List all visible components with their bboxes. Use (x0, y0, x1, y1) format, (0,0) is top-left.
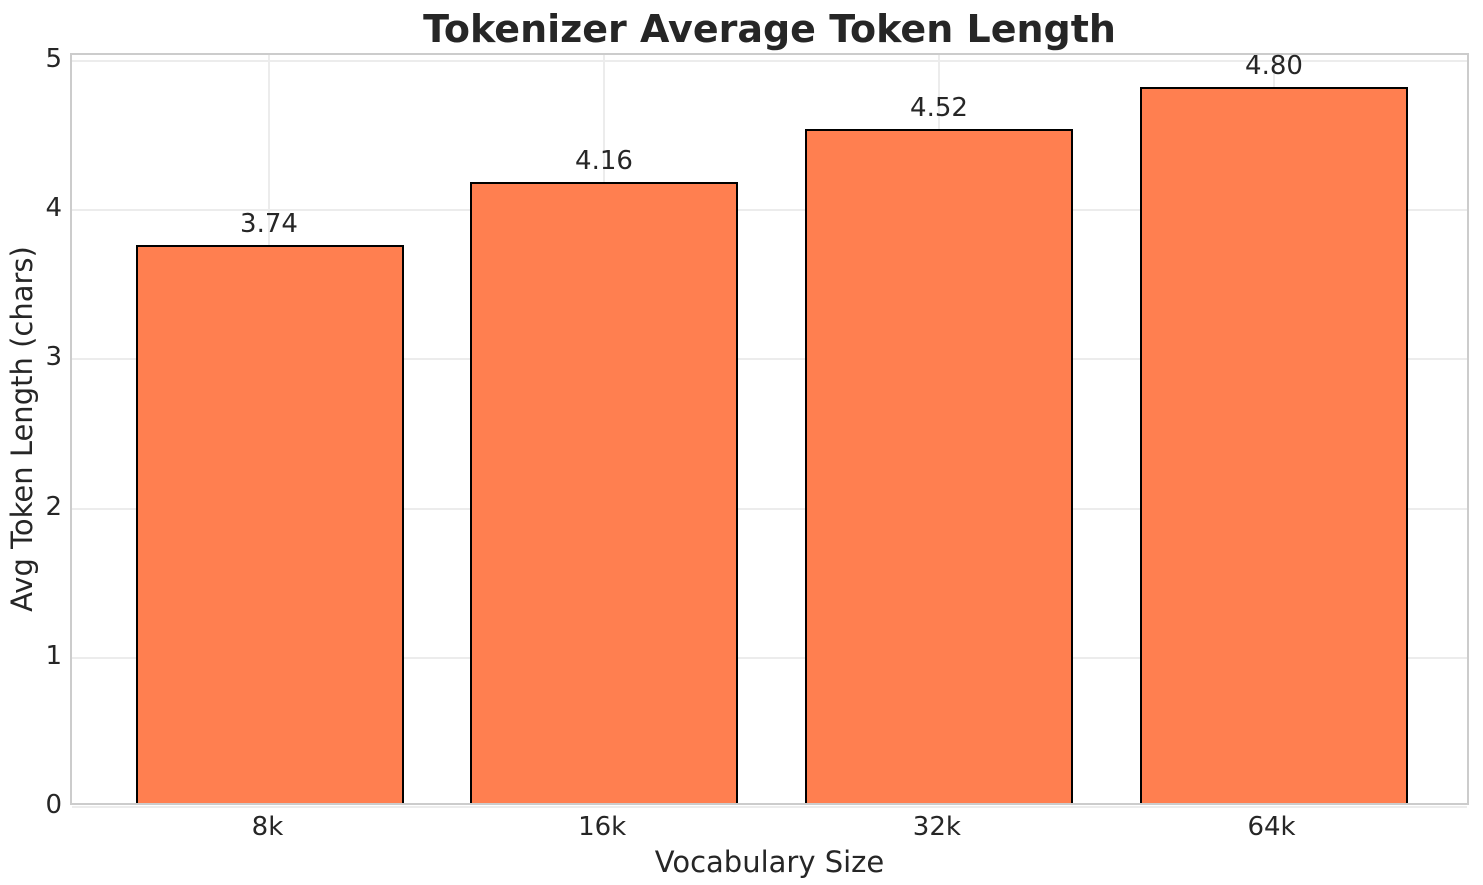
gridline-h (72, 657, 1467, 659)
bar-32k (805, 129, 1073, 803)
x-tick-label: 8k (251, 812, 284, 842)
y-axis-label: Avg Token Length (chars) (5, 246, 39, 612)
y-tick-label: 4 (45, 193, 62, 224)
bar-16k (470, 182, 738, 803)
gridline-h (72, 358, 1467, 360)
bar-8k (136, 245, 404, 803)
x-axis-label: Vocabulary Size (654, 845, 885, 879)
bar-value-label: 4.52 (910, 93, 968, 123)
bar-value-label: 4.80 (1245, 51, 1303, 81)
x-tick-label: 64k (1247, 812, 1296, 842)
plot-area: 3.74 4.16 4.52 4.80 (70, 51, 1469, 808)
y-tick-label: 2 (45, 491, 62, 522)
x-tick-label: 32k (912, 812, 961, 842)
y-tick-label: 0 (45, 790, 62, 820)
gridline-h (72, 209, 1467, 211)
bar-value-label: 3.74 (240, 209, 298, 239)
x-tick-label: 16k (578, 812, 627, 842)
gridline-h (72, 508, 1467, 510)
bar-64k (1140, 87, 1408, 803)
bar-value-label: 4.16 (575, 146, 633, 176)
chart-title: Tokenizer Average Token Length (423, 7, 1116, 51)
y-tick-label: 1 (45, 640, 62, 671)
gridline-h (72, 806, 1467, 808)
y-tick-label: 3 (45, 342, 62, 373)
y-tick-label: 5 (45, 43, 62, 74)
gridline-h (72, 60, 1467, 62)
